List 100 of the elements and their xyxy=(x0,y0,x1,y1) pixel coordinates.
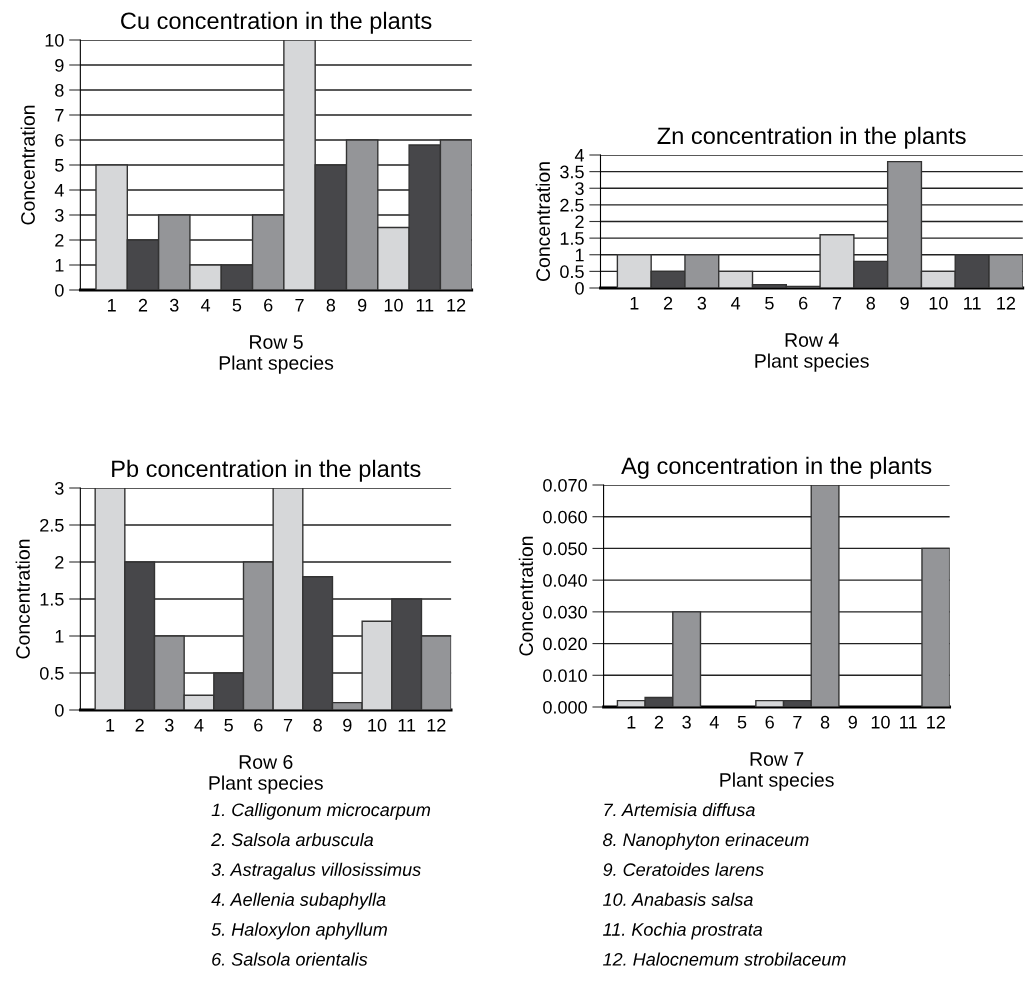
chart-title: Cu concentration in the plants xyxy=(121,11,432,34)
x-tick-label: 12 xyxy=(447,298,466,312)
x-tick-label: 12 xyxy=(927,715,945,729)
x-tick-label: 2 xyxy=(135,718,144,732)
x-tick-label: 6 xyxy=(799,296,808,310)
x-tick-label: 6 xyxy=(254,718,263,732)
y-tick-label: 3.5 xyxy=(560,165,584,179)
text: 10. Anabasis salsa xyxy=(603,892,753,906)
x-tick-label: 12 xyxy=(997,296,1016,310)
x-tick-label: 10 xyxy=(929,296,948,310)
y-tick-label: 10 xyxy=(45,33,64,47)
x-axis-title: Row 4 Plant species xyxy=(755,333,869,372)
y-tick-label: 1 xyxy=(55,259,64,272)
x-tick-label: 11 xyxy=(416,299,434,312)
x-tick-label: 7 xyxy=(793,716,802,729)
y-tick-label: 7 xyxy=(55,109,64,122)
x-tick-label: 7 xyxy=(832,297,842,310)
text: 12. Halocnemum strobilaceum xyxy=(603,952,846,966)
x-axis-title: Row 6 Plant species xyxy=(209,755,323,794)
x-tick-label: 2 xyxy=(654,715,664,729)
x-tick-label: 4 xyxy=(709,716,719,729)
x-tick-label: 1 xyxy=(627,716,636,729)
y-tick-label: 3 xyxy=(55,481,64,495)
y-axis-title: Concentration xyxy=(15,539,30,659)
x-tick-label: 12 xyxy=(427,718,446,732)
y-tick-label: 0 xyxy=(55,703,64,717)
x-tick-label: 7 xyxy=(295,299,304,312)
x-tick-label: 5 xyxy=(737,716,747,729)
x-tick-label: 10 xyxy=(368,718,387,732)
y-tick-label: 3 xyxy=(575,182,584,195)
x-tick-label: 3 xyxy=(682,715,691,729)
y-axis-title: Concentration xyxy=(518,536,534,656)
x-tick-label: 11 xyxy=(964,297,981,310)
y-axis-title: Concentration xyxy=(20,105,35,225)
x-tick-label: 6 xyxy=(264,298,273,312)
y-tick-label: 0.000 xyxy=(543,700,587,714)
chart-title: Pb concentration in the plants xyxy=(112,459,421,482)
y-tick-label: 0.5 xyxy=(560,265,584,279)
x-tick-label: 8 xyxy=(866,296,875,310)
x-tick-label: 8 xyxy=(820,715,830,729)
chart-title: Zn concentration in the plants xyxy=(657,126,966,149)
x-tick-label: 9 xyxy=(900,296,909,310)
x-tick-label: 2 xyxy=(663,296,673,310)
text: 6. Salsola orientalis xyxy=(212,952,368,966)
y-tick-label: 2.5 xyxy=(560,198,584,212)
x-axis-title: Row 5 Plant species xyxy=(219,335,334,374)
text: 1. Calligonum microcarpum xyxy=(211,802,431,820)
x-tick-label: 9 xyxy=(848,715,857,729)
x-tick-label: 9 xyxy=(357,298,367,312)
x-tick-label: 3 xyxy=(169,298,179,312)
x-tick-label: 1 xyxy=(630,297,639,310)
text: 2. Salsola arbuscula xyxy=(211,832,374,847)
x-tick-label: 4 xyxy=(200,299,211,312)
x-tick-label: 11 xyxy=(398,719,416,732)
text: 7. Artemisia diffusa xyxy=(604,802,755,817)
y-tick-label: 8 xyxy=(55,83,64,97)
y-tick-label: 0.060 xyxy=(543,510,587,524)
x-tick-label: 3 xyxy=(697,296,707,310)
x-tick-label: 4 xyxy=(731,297,741,310)
y-tick-label: 2 xyxy=(55,233,64,247)
text: 5. Haloxylon aphyllum xyxy=(211,922,387,940)
x-tick-label: 3 xyxy=(165,718,174,732)
x-tick-label: 9 xyxy=(343,718,352,732)
y-tick-label: 0.030 xyxy=(543,605,587,619)
x-tick-label: 6 xyxy=(765,715,774,729)
y-tick-label: 2 xyxy=(55,555,64,569)
x-tick-label: 10 xyxy=(384,298,403,312)
y-tick-label: 5 xyxy=(55,159,64,172)
y-tick-label: 1.5 xyxy=(40,593,64,606)
y-tick-label: 0.020 xyxy=(543,637,587,651)
y-tick-label: 4 xyxy=(574,149,584,162)
x-tick-label: 5 xyxy=(765,297,774,310)
y-tick-label: 1 xyxy=(575,248,584,262)
x-tick-label: 8 xyxy=(326,298,336,312)
bar xyxy=(921,547,950,707)
y-tick-label: 1 xyxy=(55,630,64,643)
x-tick-label: 7 xyxy=(283,719,293,732)
x-tick-label: 2 xyxy=(138,298,148,312)
x-axis-title: Row 7 Plant species xyxy=(720,752,834,791)
x-tick-label: 8 xyxy=(313,718,322,732)
y-tick-label: 2 xyxy=(575,215,584,229)
x-tick-label: 1 xyxy=(108,299,116,312)
y-tick-label: 4 xyxy=(54,184,64,197)
y-axis-title: Concentration xyxy=(535,162,551,282)
y-tick-label: 0.040 xyxy=(543,574,587,587)
text: 11. Kochia prostrata xyxy=(603,922,763,940)
y-tick-label: 0.070 xyxy=(543,478,587,492)
text: 9. Ceratoides larens xyxy=(603,862,764,877)
y-tick-label: 0 xyxy=(55,283,64,297)
x-tick-label: 1 xyxy=(106,719,115,732)
y-tick-label: 0.5 xyxy=(39,666,64,680)
y-tick-label: 2.5 xyxy=(40,518,64,532)
text: 4. Aellenia subaphylla xyxy=(211,892,386,910)
y-tick-label: 3 xyxy=(55,208,64,222)
chart-title: Ag concentration in the plants xyxy=(621,456,932,479)
y-tick-label: 0 xyxy=(575,281,584,295)
x-tick-label: 5 xyxy=(224,719,233,732)
text: 8. Nanophyton erinaceum xyxy=(603,832,809,850)
y-tick-label: 6 xyxy=(55,133,64,147)
x-tick-label: 5 xyxy=(232,299,242,312)
